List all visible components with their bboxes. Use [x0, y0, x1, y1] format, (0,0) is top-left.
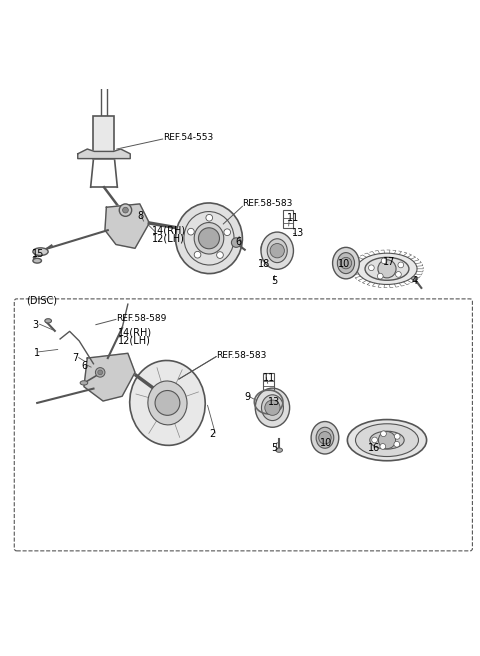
Ellipse shape: [276, 448, 282, 453]
Circle shape: [378, 260, 396, 278]
Text: REF.58-583: REF.58-583: [242, 199, 293, 209]
Circle shape: [396, 272, 401, 277]
Circle shape: [381, 258, 387, 264]
Text: 2: 2: [209, 429, 215, 439]
Circle shape: [378, 432, 396, 449]
Circle shape: [395, 434, 400, 440]
Text: 8: 8: [137, 211, 144, 221]
Circle shape: [231, 238, 241, 247]
Text: 7: 7: [72, 353, 78, 363]
Ellipse shape: [130, 361, 205, 445]
Text: REF.58-583: REF.58-583: [216, 351, 266, 359]
Circle shape: [377, 274, 383, 279]
Ellipse shape: [365, 257, 409, 280]
Text: 10: 10: [338, 258, 350, 268]
Ellipse shape: [45, 319, 51, 323]
Circle shape: [194, 251, 201, 258]
Ellipse shape: [255, 388, 289, 427]
Circle shape: [199, 228, 219, 249]
Circle shape: [394, 441, 400, 447]
Ellipse shape: [337, 253, 355, 274]
Ellipse shape: [311, 422, 339, 454]
Circle shape: [155, 390, 180, 415]
Circle shape: [119, 204, 132, 216]
Text: 17: 17: [383, 257, 396, 267]
Circle shape: [380, 443, 386, 449]
Circle shape: [96, 367, 105, 377]
Ellipse shape: [80, 380, 88, 385]
Circle shape: [224, 229, 230, 236]
Circle shape: [270, 243, 284, 258]
Bar: [263, 373, 274, 390]
Polygon shape: [78, 149, 130, 159]
Text: 9: 9: [245, 392, 251, 402]
Circle shape: [381, 431, 386, 437]
Text: 5: 5: [271, 276, 277, 286]
Bar: [283, 210, 293, 228]
Circle shape: [122, 207, 128, 213]
Ellipse shape: [370, 431, 404, 449]
Ellipse shape: [271, 399, 276, 403]
Ellipse shape: [411, 276, 418, 280]
Text: 6: 6: [235, 237, 241, 247]
Text: 10: 10: [320, 438, 333, 447]
Ellipse shape: [176, 203, 242, 274]
Polygon shape: [105, 204, 149, 249]
Text: 18: 18: [258, 258, 270, 268]
Text: 13: 13: [268, 397, 280, 407]
Text: 1: 1: [34, 348, 40, 358]
Ellipse shape: [357, 253, 417, 285]
Text: 13: 13: [291, 228, 304, 237]
Text: 15: 15: [33, 249, 45, 259]
Ellipse shape: [267, 239, 287, 262]
Circle shape: [216, 252, 223, 258]
Ellipse shape: [194, 222, 224, 254]
Circle shape: [319, 432, 331, 444]
Bar: [94, 115, 115, 159]
Ellipse shape: [356, 424, 419, 457]
Ellipse shape: [333, 247, 360, 279]
Text: 14(RH): 14(RH): [152, 225, 186, 235]
Circle shape: [206, 215, 213, 221]
Ellipse shape: [33, 258, 41, 263]
Circle shape: [98, 370, 103, 375]
Polygon shape: [84, 354, 135, 401]
Ellipse shape: [261, 232, 293, 270]
Ellipse shape: [261, 237, 288, 260]
Text: 4: 4: [412, 276, 418, 286]
Text: 11: 11: [263, 373, 275, 383]
Ellipse shape: [348, 420, 427, 461]
Text: 6: 6: [82, 361, 88, 371]
Ellipse shape: [316, 427, 334, 448]
Text: (DISC): (DISC): [26, 295, 57, 305]
Text: 16: 16: [368, 443, 380, 453]
Circle shape: [398, 262, 404, 268]
Ellipse shape: [148, 381, 187, 425]
Text: REF.54-553: REF.54-553: [163, 133, 213, 142]
Text: 5: 5: [271, 443, 277, 453]
Text: 14(RH): 14(RH): [118, 328, 153, 338]
Text: 11: 11: [287, 213, 299, 223]
Ellipse shape: [262, 395, 283, 420]
Circle shape: [188, 228, 194, 235]
Text: 3: 3: [33, 319, 38, 330]
Text: REF.58-589: REF.58-589: [116, 314, 166, 323]
Ellipse shape: [33, 248, 48, 255]
Circle shape: [340, 257, 352, 269]
Circle shape: [369, 265, 374, 271]
Text: 12(LH): 12(LH): [118, 336, 151, 346]
Text: 12(LH): 12(LH): [152, 234, 185, 243]
Circle shape: [372, 437, 377, 443]
Circle shape: [265, 400, 280, 415]
